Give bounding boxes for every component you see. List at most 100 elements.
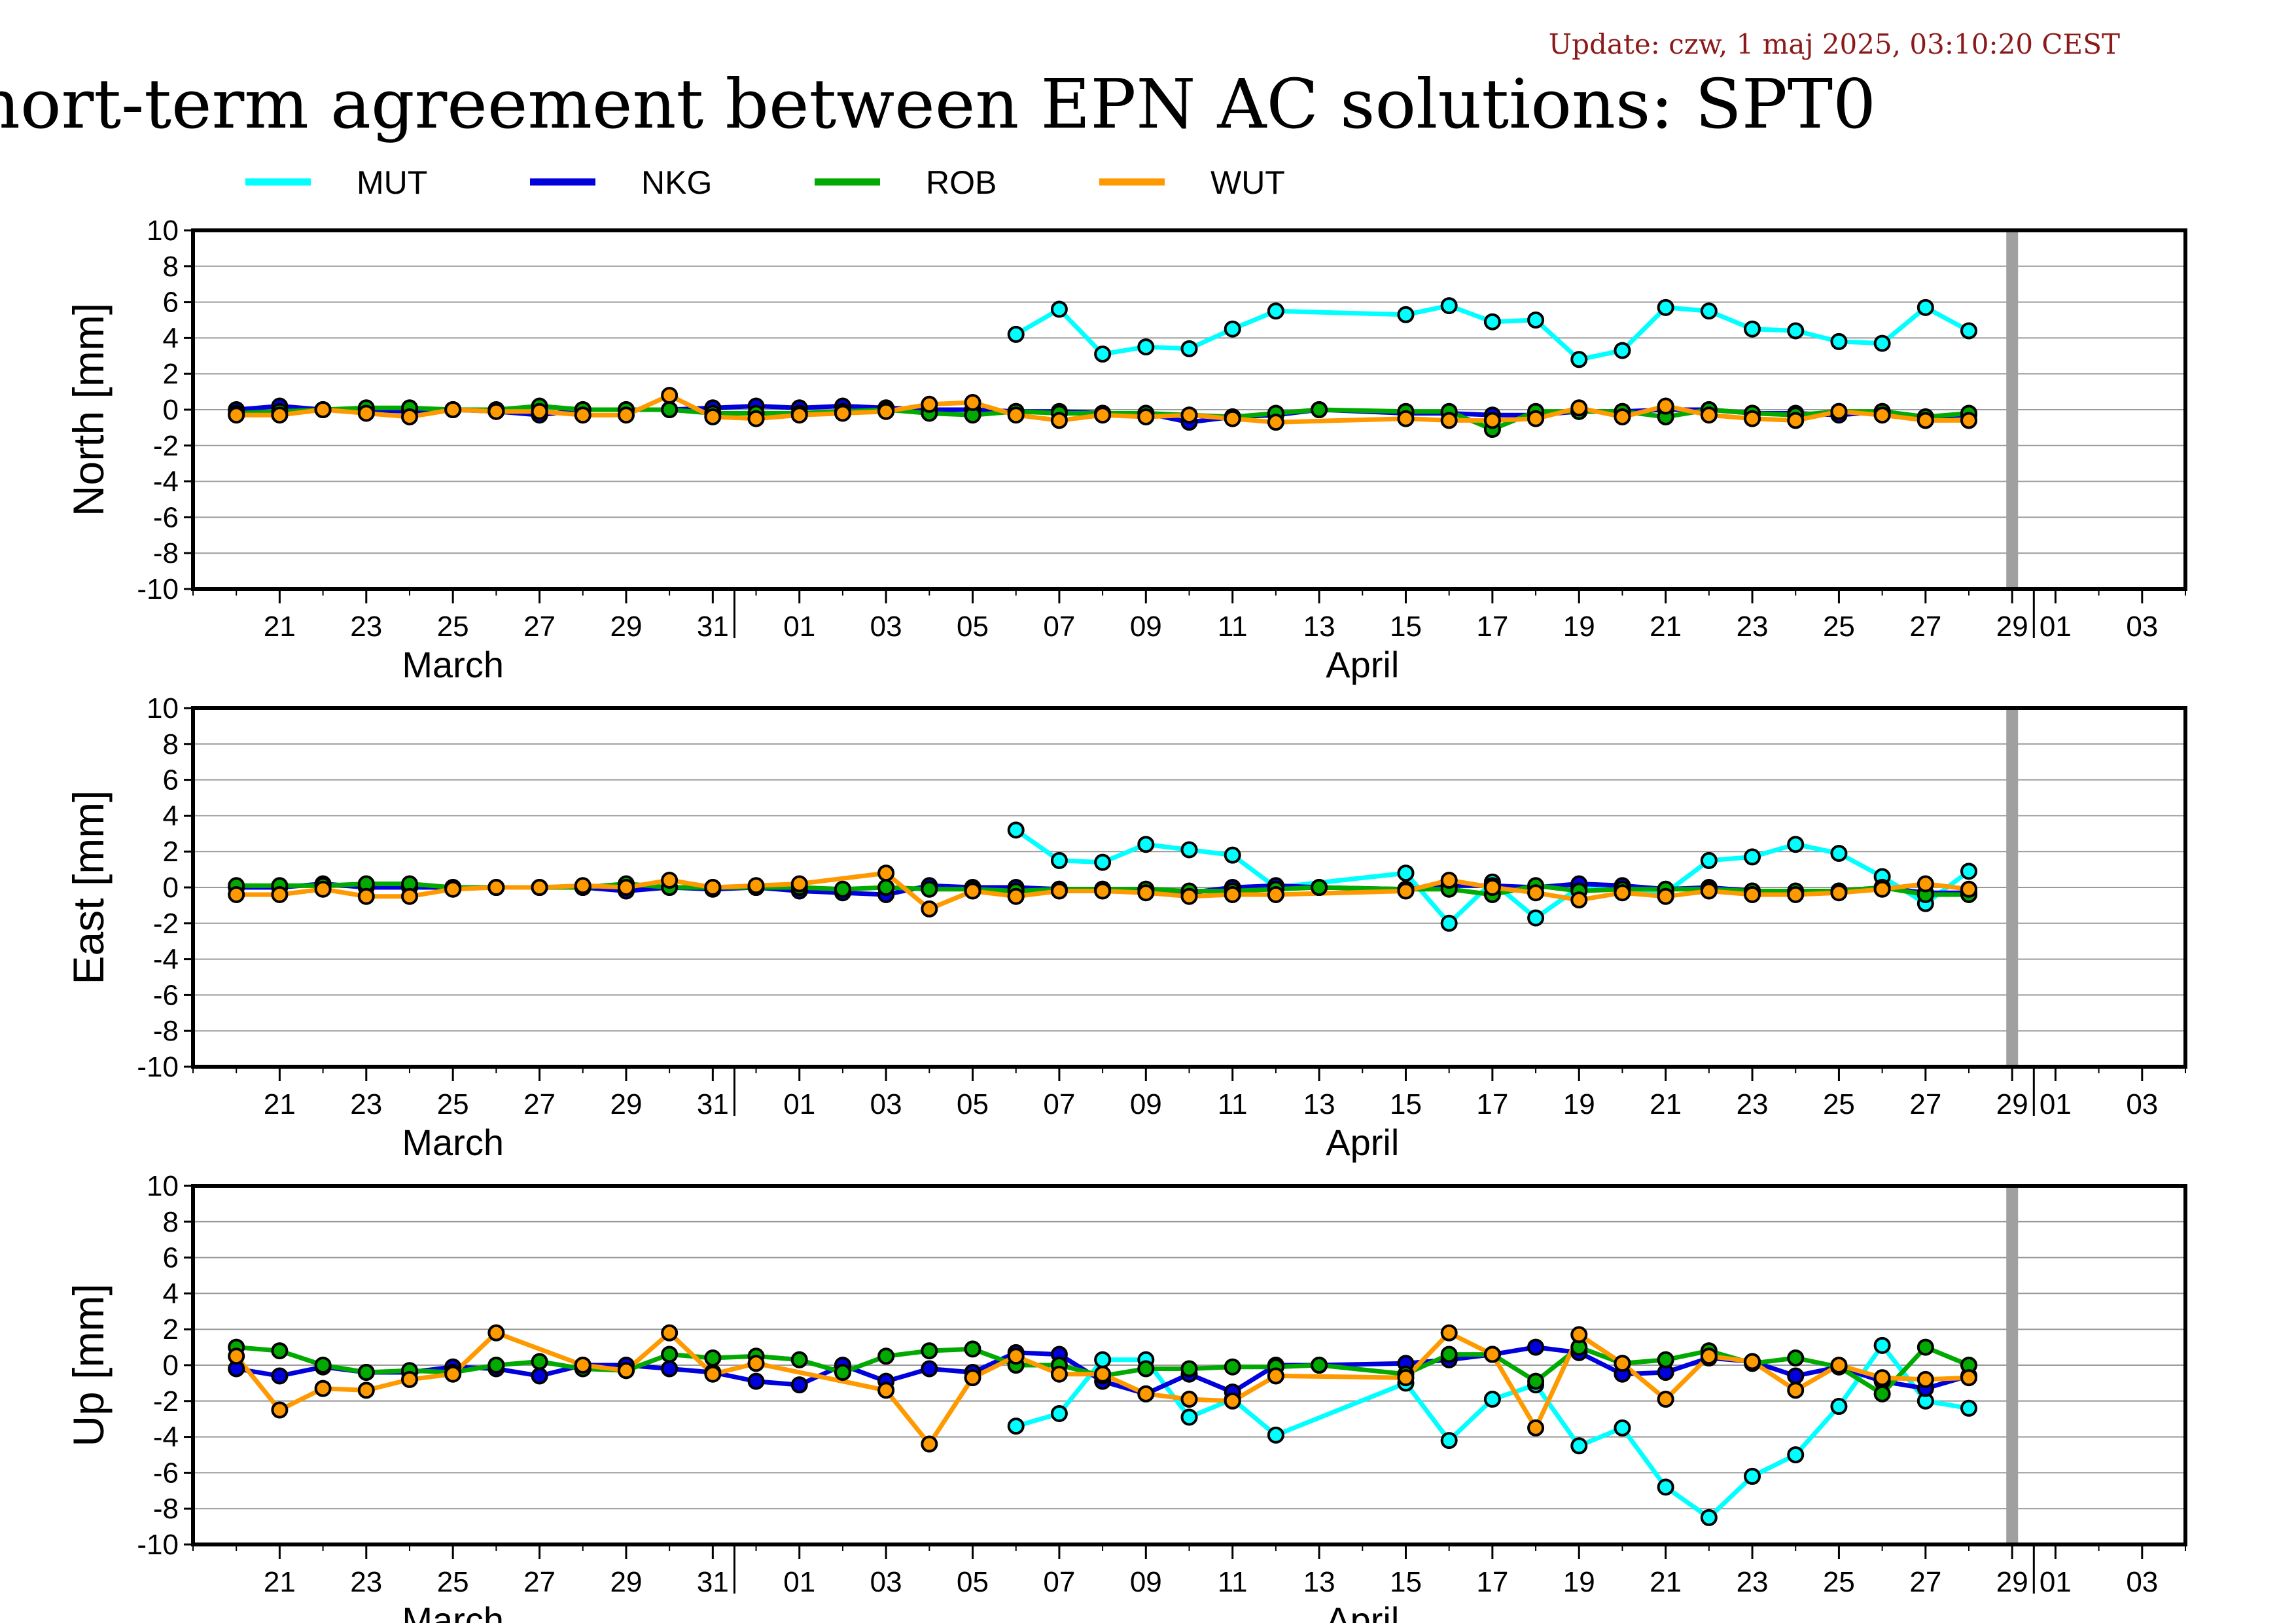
x-tick-label: 03 bbox=[2126, 611, 2158, 643]
data-point-rob bbox=[877, 1347, 895, 1365]
data-point-mut bbox=[1180, 1408, 1198, 1426]
data-point-mut bbox=[1267, 1426, 1284, 1444]
series-line-rob bbox=[236, 1345, 1970, 1397]
data-point-wut bbox=[314, 1380, 332, 1397]
x-tick-label: 27 bbox=[523, 1088, 556, 1120]
y-tick-label: 2 bbox=[163, 836, 179, 868]
update-timestamp: Update: czw, 1 maj 2025, 03:10:20 CEST bbox=[1549, 28, 2120, 60]
data-point-rob bbox=[877, 879, 895, 896]
data-point-mut bbox=[1916, 298, 1934, 316]
data-point-wut bbox=[1224, 1392, 1241, 1410]
x-tick-label: 27 bbox=[1909, 1566, 1941, 1598]
x-tick-label: 25 bbox=[1823, 611, 1855, 643]
data-point-nkg bbox=[661, 1360, 679, 1378]
y-tick-label: 0 bbox=[163, 1349, 179, 1382]
data-point-rob bbox=[704, 1349, 722, 1367]
data-point-wut bbox=[1094, 406, 1112, 424]
y-tick-label: 4 bbox=[163, 322, 179, 354]
data-point-wut bbox=[617, 879, 635, 896]
x-tick-label: 05 bbox=[957, 611, 989, 643]
y-tick-label: 2 bbox=[163, 1313, 179, 1346]
month-label-april: April bbox=[1326, 1122, 1399, 1163]
data-point-wut bbox=[1570, 891, 1588, 909]
data-point-wut bbox=[1397, 410, 1415, 427]
data-point-wut bbox=[487, 402, 505, 420]
data-point-mut bbox=[1050, 851, 1068, 869]
x-tick-label: 01 bbox=[2040, 611, 2072, 643]
x-tick-label: 03 bbox=[870, 1088, 902, 1120]
data-point-mut bbox=[1744, 1467, 1761, 1485]
data-point-mut bbox=[1657, 298, 1674, 316]
data-point-mut bbox=[1960, 863, 1978, 880]
data-point-mut bbox=[1094, 853, 1112, 871]
x-tick-label: 01 bbox=[2040, 1088, 2072, 1120]
y-tick-label: -6 bbox=[153, 1457, 179, 1489]
data-point-wut bbox=[1570, 399, 1588, 417]
data-point-wut bbox=[1916, 412, 1934, 429]
x-tick-label: 21 bbox=[264, 1566, 296, 1598]
data-point-rob bbox=[834, 1363, 851, 1381]
legend-label-mut: MUT bbox=[357, 164, 427, 201]
y-tick-label: -8 bbox=[153, 537, 179, 569]
data-point-wut bbox=[444, 880, 462, 898]
data-point-wut bbox=[1830, 1357, 1848, 1374]
data-point-wut bbox=[1483, 412, 1501, 429]
data-point-wut bbox=[357, 1382, 375, 1399]
data-point-mut bbox=[1570, 351, 1588, 368]
data-point-mut bbox=[1007, 325, 1025, 343]
x-tick-label: 03 bbox=[2126, 1088, 2158, 1120]
data-point-wut bbox=[1527, 1419, 1545, 1436]
x-tick-label: 01 bbox=[783, 1566, 815, 1598]
data-point-nkg bbox=[1527, 1338, 1545, 1356]
data-point-rob bbox=[1873, 1385, 1891, 1402]
data-point-wut bbox=[271, 885, 289, 903]
data-point-mut bbox=[1094, 346, 1112, 363]
y-tick-label: 10 bbox=[147, 1170, 179, 1202]
y-tick-label: 8 bbox=[163, 1206, 179, 1238]
data-point-wut bbox=[1744, 1353, 1761, 1370]
x-tick-label: 25 bbox=[1823, 1566, 1855, 1598]
data-point-wut bbox=[357, 887, 375, 905]
data-point-mut bbox=[1830, 332, 1848, 350]
data-point-wut bbox=[1787, 1382, 1805, 1399]
legend-label-rob: ROB bbox=[926, 164, 997, 201]
data-point-rob bbox=[531, 1353, 548, 1370]
x-tick-label: 15 bbox=[1390, 1088, 1422, 1120]
data-point-mut bbox=[1830, 844, 1848, 862]
data-point-wut bbox=[661, 872, 679, 889]
x-tick-label: 29 bbox=[610, 611, 642, 643]
y-tick-label: -10 bbox=[137, 1529, 179, 1561]
data-point-mut bbox=[1787, 1446, 1805, 1463]
x-tick-label: 09 bbox=[1130, 1566, 1162, 1598]
y-tick-label: 8 bbox=[163, 251, 179, 283]
data-point-mut bbox=[1873, 1336, 1891, 1354]
data-point-wut bbox=[1700, 1347, 1718, 1365]
data-point-wut bbox=[1787, 885, 1805, 903]
data-point-wut bbox=[314, 880, 332, 898]
data-point-wut bbox=[790, 406, 808, 424]
data-point-rob bbox=[1657, 1351, 1674, 1368]
data-point-rob bbox=[1527, 1372, 1545, 1390]
data-point-wut bbox=[1397, 1369, 1415, 1387]
x-tick-label: 01 bbox=[783, 1088, 815, 1120]
y-tick-label: 10 bbox=[147, 692, 179, 724]
y-tick-label: -10 bbox=[137, 573, 179, 605]
data-point-wut bbox=[747, 410, 765, 427]
data-point-mut bbox=[1570, 1437, 1588, 1455]
data-point-wut bbox=[1180, 1391, 1198, 1408]
x-tick-label: 25 bbox=[1823, 1088, 1855, 1120]
month-label-april: April bbox=[1326, 1599, 1399, 1623]
y-tick-label: -2 bbox=[153, 1385, 179, 1418]
data-point-wut bbox=[921, 900, 938, 918]
data-point-wut bbox=[1744, 885, 1761, 903]
y-tick-label: 6 bbox=[163, 764, 179, 796]
data-point-wut bbox=[400, 408, 418, 425]
x-tick-label: 23 bbox=[1737, 1088, 1769, 1120]
data-point-wut bbox=[1094, 1365, 1112, 1383]
x-tick-label: 23 bbox=[350, 611, 382, 643]
y-tick-label: -2 bbox=[153, 430, 179, 462]
data-point-rob bbox=[314, 1357, 332, 1374]
data-point-wut bbox=[747, 1355, 765, 1372]
data-point-mut bbox=[1094, 1351, 1112, 1368]
data-point-wut bbox=[1700, 406, 1718, 424]
